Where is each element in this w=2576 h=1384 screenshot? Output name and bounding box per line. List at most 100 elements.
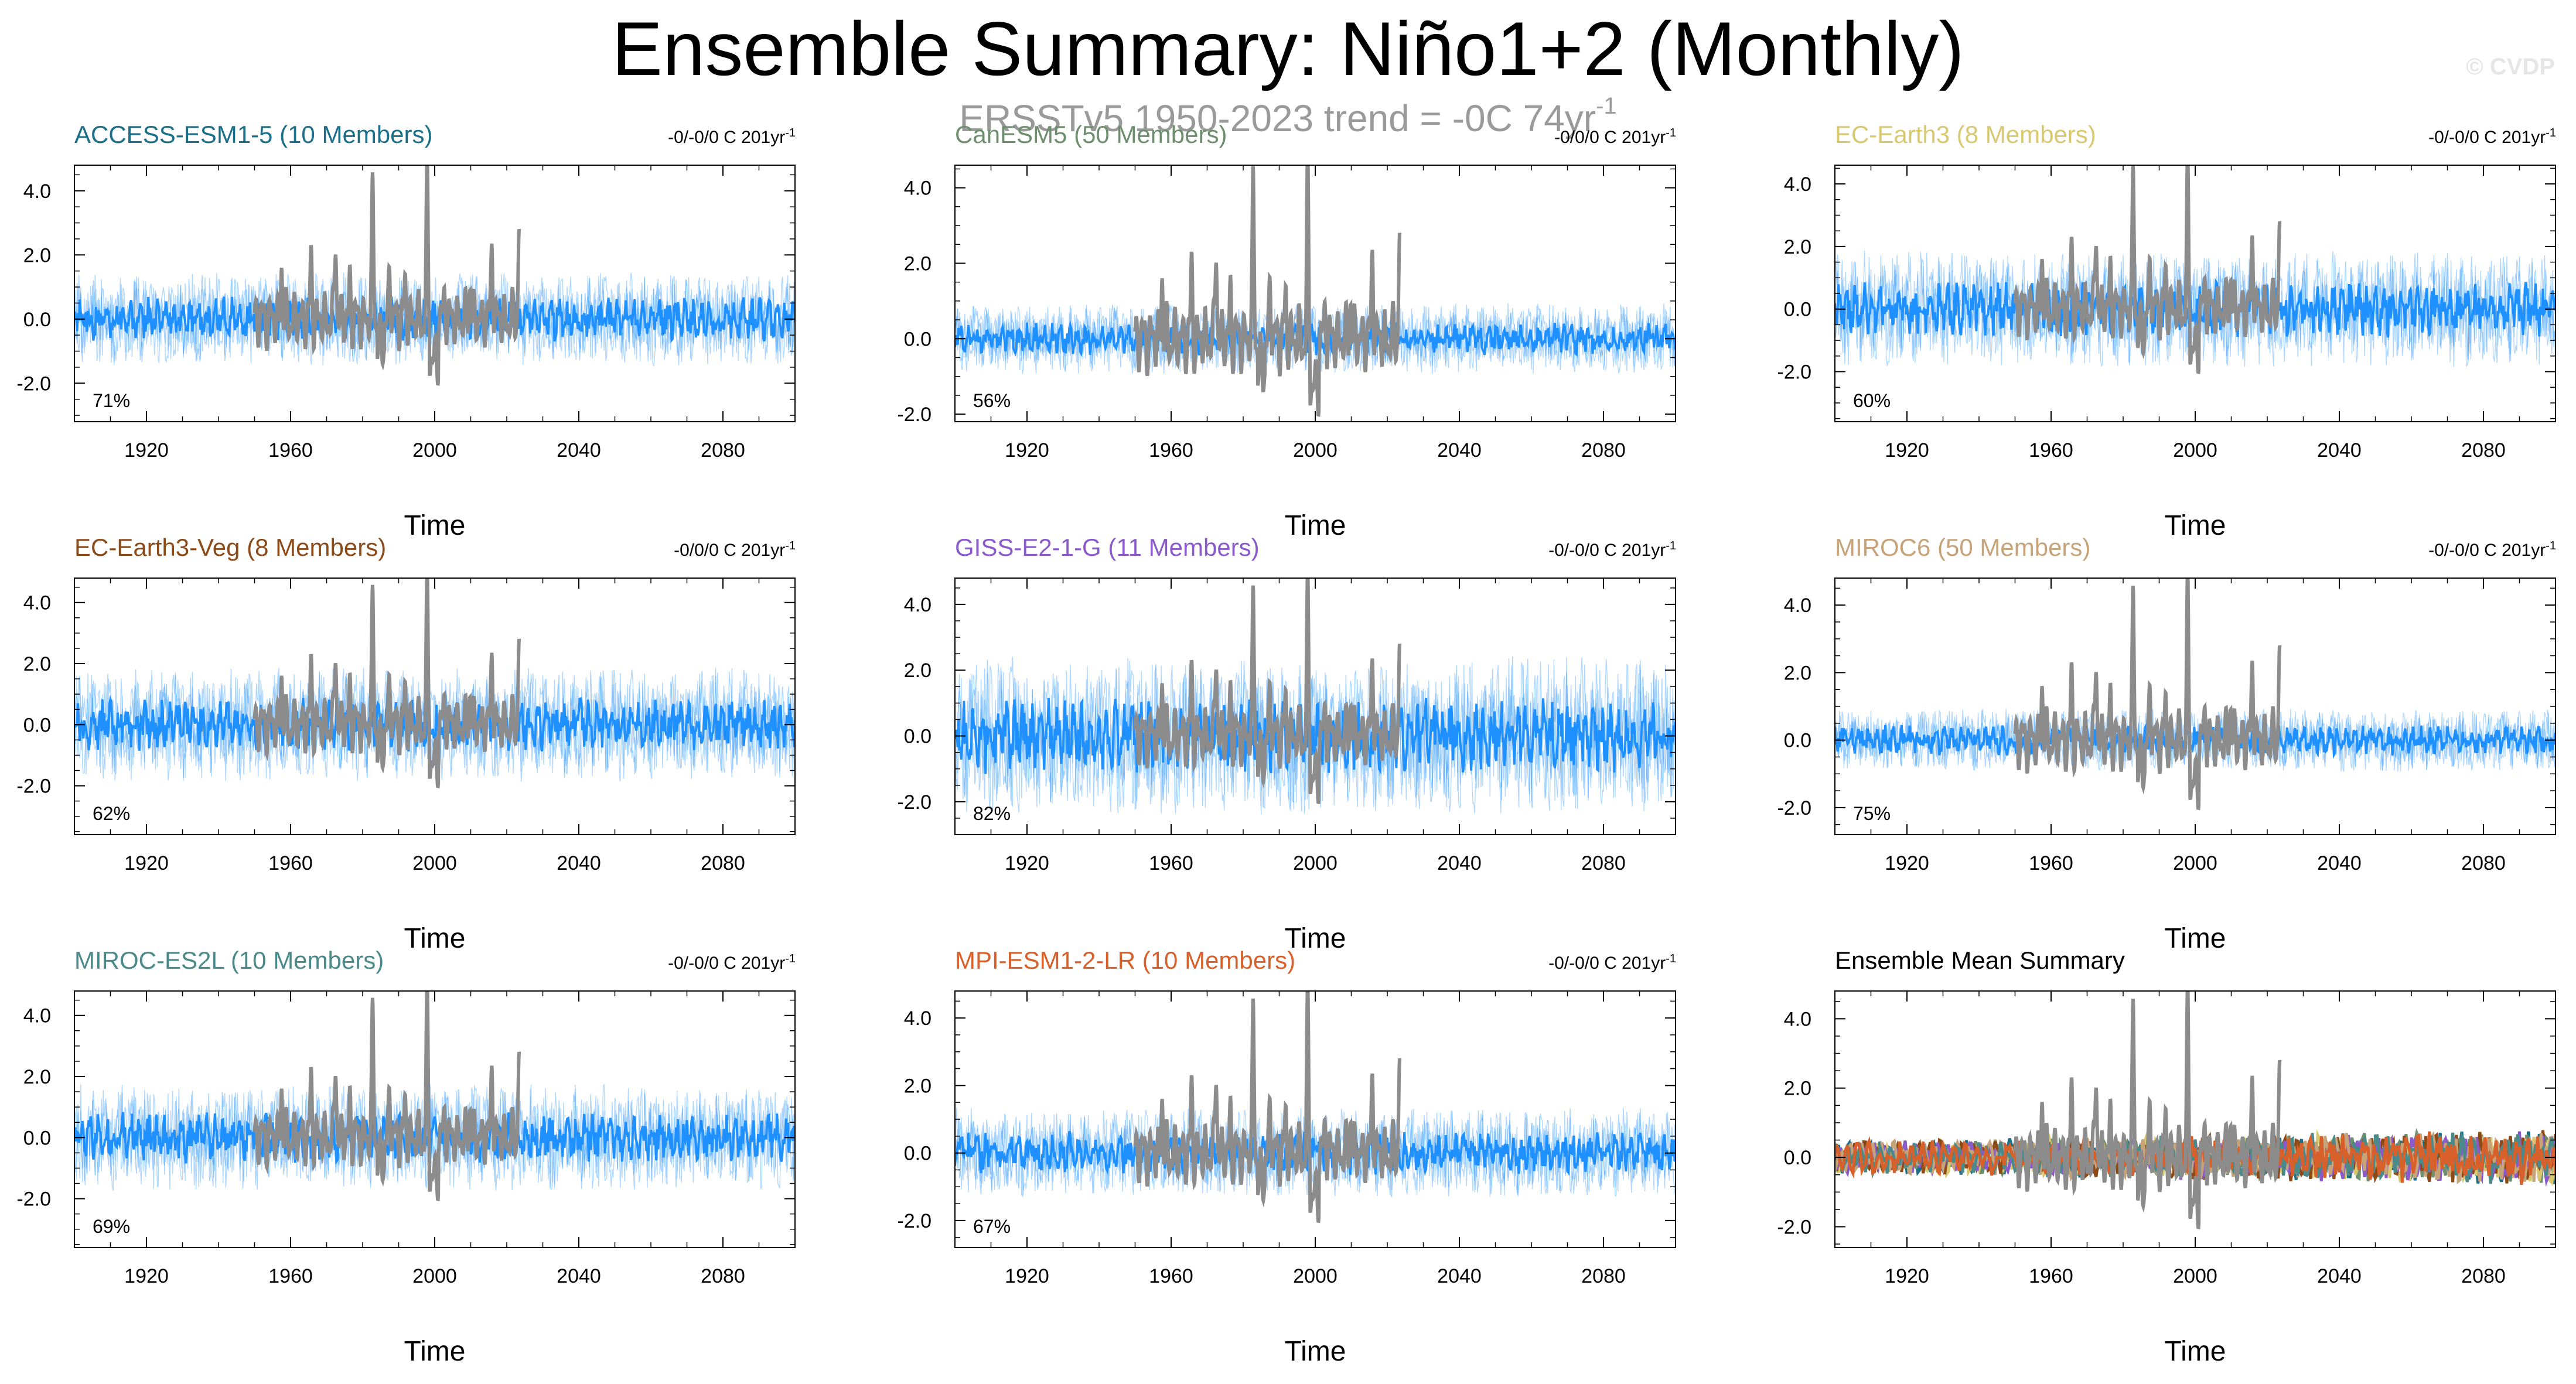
- x-tick-label: 2000: [412, 852, 457, 874]
- x-tick-label: 2080: [701, 439, 745, 462]
- trend-text: -0/-0/0 C 201yr: [1548, 954, 1666, 973]
- chart-plot: 1920 1960 2000 2040 2080 4.0 2.0 0.0 -2.0: [897, 577, 1676, 874]
- trend-label: -0/0/0 C 201yr-1: [1554, 127, 1676, 148]
- panel-title: EC-Earth3-Veg (8 Members): [74, 534, 387, 561]
- x-tick-label: 1920: [1885, 1265, 1929, 1287]
- plot-frame: [1834, 577, 2556, 835]
- chart-panel: 1920 1960 2000 2040 2080 4.0 2.0 0.0 -2.0 GISS-E2…: [881, 520, 1739, 971]
- x-tick-label: 1920: [1005, 1265, 1049, 1287]
- y-tick-label: -2.0: [897, 791, 932, 814]
- trend-exponent: -1: [1666, 539, 1676, 552]
- y-tick-label: 2.0: [1784, 1078, 1811, 1100]
- ensemble-member-spread: [74, 1084, 795, 1191]
- x-axis-label: Time: [1284, 510, 1346, 541]
- x-tick-label: 2080: [1581, 1265, 1626, 1287]
- x-tick-label: 2000: [412, 439, 457, 462]
- ensemble-mean-line: [955, 318, 1676, 358]
- observed-line: [253, 165, 521, 386]
- trend-text: -0/0/0 C 201yr: [674, 541, 786, 560]
- trend-text: -0/-0/0 C 201yr: [2428, 128, 2546, 147]
- y-tick-label: 4.0: [904, 594, 932, 616]
- x-tick-label: 2000: [1293, 1265, 1338, 1287]
- y-tick-label: 4.0: [1784, 1008, 1811, 1030]
- observed-line: [1133, 165, 1402, 417]
- subtitle: ERSSTv5 1950-2023 trend = -0C 74yr-1: [0, 93, 2576, 140]
- trend-label: -0/-0/0 C 201yr-1: [668, 127, 796, 148]
- observed-line: [1133, 578, 1402, 805]
- x-tick-label: 1960: [2029, 852, 2073, 874]
- ensemble-mean-line: [955, 698, 1676, 775]
- ensemble-mean-line: [1835, 722, 2555, 759]
- y-tick-label: 2.0: [23, 1066, 51, 1088]
- subtitle-text: ERSSTv5 1950-2023 trend = -0C 74yr: [959, 97, 1596, 139]
- x-axis-label: Time: [1284, 1336, 1346, 1367]
- panel-title: EC-Earth3 (8 Members): [1835, 121, 2096, 148]
- x-tick-label: 1960: [268, 439, 313, 462]
- trend-label: -0/-0/0 C 201yr-1: [2428, 539, 2556, 561]
- x-tick-label: 2040: [557, 439, 601, 462]
- x-tick-label: 2000: [1293, 439, 1338, 462]
- percent-label: 60%: [1853, 390, 1891, 411]
- chart-plot: 1920 1960 2000 2040 2080 4.0 2.0 0.0 -2.0: [1777, 990, 2556, 1287]
- chart-plot: 1920 1960 2000 2040 2080 4.0 2.0 0.0 -2.0: [16, 165, 796, 462]
- x-tick-label: 2080: [1581, 439, 1626, 462]
- y-tick-label: 4.0: [1784, 594, 1811, 617]
- y-tick-label: -2.0: [1777, 1216, 1811, 1238]
- watermark: © CVDP: [2466, 54, 2555, 80]
- observed-line: [1133, 991, 1402, 1224]
- trend-exponent: -1: [785, 952, 796, 965]
- x-axis-label: Time: [404, 510, 466, 541]
- x-tick-label: 1920: [124, 1265, 169, 1287]
- x-tick-label: 2000: [412, 1265, 457, 1287]
- x-tick-label: 2080: [701, 852, 745, 874]
- percent-label: 69%: [93, 1216, 131, 1237]
- chart-plot: 1920 1960 2000 2040 2080 4.0 2.0 0.0 -2.0: [1777, 165, 2556, 462]
- percent-label: 82%: [973, 803, 1011, 824]
- y-tick-label: 0.0: [1784, 1147, 1811, 1169]
- x-axis-label: Time: [2164, 923, 2226, 954]
- model-mean-line: [1835, 1131, 2555, 1185]
- y-tick-label: 4.0: [23, 1005, 51, 1027]
- y-tick-label: -2.0: [897, 1210, 932, 1232]
- ensemble-mean-line: [74, 296, 795, 343]
- x-tick-label: 2080: [2461, 1265, 2506, 1287]
- ensemble-mean-line: [955, 1130, 1676, 1176]
- observed-line: [2013, 578, 2282, 811]
- trend-label: -0/0/0 C 201yr-1: [674, 539, 796, 561]
- x-tick-label: 2080: [1581, 852, 1626, 874]
- y-tick-label: 2.0: [1784, 236, 1811, 258]
- x-tick-label: 2040: [1437, 852, 1482, 874]
- y-tick-label: 2.0: [904, 659, 932, 682]
- y-tick-label: 0.0: [904, 726, 932, 748]
- trend-exponent: -1: [1666, 952, 1676, 965]
- x-tick-label: 1920: [124, 852, 169, 874]
- observed-line: [253, 991, 521, 1201]
- panel-title: MIROC-ES2L (10 Members): [74, 946, 384, 974]
- subtitle-unit-exponent: -1: [1596, 93, 1617, 119]
- x-tick-label: 1920: [124, 439, 169, 462]
- ensemble-member-spread: [74, 668, 795, 781]
- y-tick-label: 2.0: [23, 653, 51, 675]
- trend-text: -0/0/0 C 201yr: [1554, 128, 1666, 147]
- x-tick-label: 2040: [557, 852, 601, 874]
- chart-panel: 1920 1960 2000 2040 2080 4.0 2.0 0.0 -2.0 Ensembl…: [1760, 932, 2576, 1384]
- y-tick-label: 2.0: [904, 1075, 932, 1097]
- y-tick-label: 0.0: [23, 309, 51, 331]
- trend-exponent: -1: [2546, 127, 2556, 139]
- chart-plot: 1920 1960 2000 2040 2080 4.0 2.0 0.0 -2.0: [16, 577, 796, 874]
- x-tick-label: 2000: [1293, 852, 1338, 874]
- x-tick-label: 2040: [2317, 439, 2362, 462]
- x-tick-label: 2040: [2317, 1265, 2362, 1287]
- y-tick-label: 0.0: [904, 328, 932, 350]
- y-tick-label: 0.0: [904, 1143, 932, 1165]
- chart-panel: 1920 1960 2000 2040 2080 4.0 2.0 0.0 -2.0 EC-Eart…: [1760, 107, 2576, 558]
- x-axis-label: Time: [1284, 923, 1346, 954]
- panel-title: GISS-E2-1-G (11 Members): [955, 534, 1260, 561]
- ensemble-mean-line: [74, 1110, 795, 1165]
- percent-label: 75%: [1853, 803, 1891, 824]
- chart-plot: 1920 1960 2000 2040 2080 4.0 2.0 0.0 -2.0: [897, 165, 1676, 462]
- x-axis-label: Time: [404, 1336, 466, 1367]
- chart-plot: 1920 1960 2000 2040 2080 4.0 2.0 0.0 -2.0: [897, 990, 1676, 1287]
- chart-panel: 1920 1960 2000 2040 2080 4.0 2.0 0.0 -2.0 MIROC-E…: [0, 932, 859, 1384]
- trend-text: -0/-0/0 C 201yr: [2428, 541, 2546, 560]
